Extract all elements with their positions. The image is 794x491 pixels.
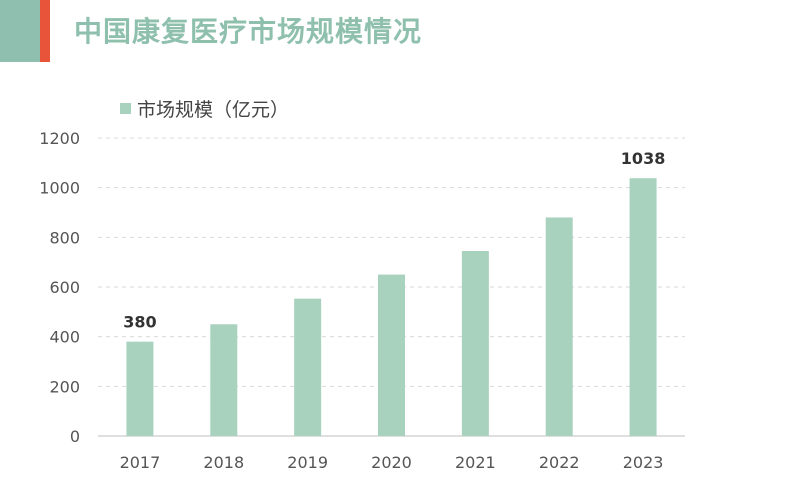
bar-2021 xyxy=(461,250,489,436)
chart-legend: 市场规模（亿元） xyxy=(120,95,289,122)
x-tick-label: 2019 xyxy=(287,453,328,472)
bar-2022 xyxy=(545,217,573,436)
y-tick-label: 200 xyxy=(49,377,80,396)
header-accent-bar xyxy=(40,0,50,62)
bar-2020 xyxy=(378,274,405,436)
y-tick-label: 400 xyxy=(49,328,80,347)
x-tick-label: 2023 xyxy=(623,453,664,472)
x-tick-label: 2020 xyxy=(371,453,412,472)
header-color-block xyxy=(0,0,40,62)
x-tick-label: 2022 xyxy=(539,453,580,472)
legend-label: 市场规模（亿元） xyxy=(137,99,290,121)
legend-swatch xyxy=(120,103,131,114)
x-tick-label: 2017 xyxy=(120,453,161,472)
data-label: 380 xyxy=(123,313,156,332)
bar-2018 xyxy=(210,324,238,436)
y-tick-label: 0 xyxy=(70,427,80,446)
y-tick-label: 1200 xyxy=(39,129,80,148)
data-label: 1038 xyxy=(621,149,666,168)
x-tick-label: 2018 xyxy=(203,453,244,472)
y-tick-label: 800 xyxy=(49,228,80,247)
chart-title: 中国康复医疗市场规模情况 xyxy=(74,15,423,48)
bar-2019 xyxy=(294,298,322,436)
y-tick-label: 600 xyxy=(49,278,80,297)
bar-2017 xyxy=(126,341,154,436)
y-tick-label: 1000 xyxy=(39,179,80,198)
bar-2023 xyxy=(629,178,657,437)
x-tick-label: 2021 xyxy=(455,453,496,472)
